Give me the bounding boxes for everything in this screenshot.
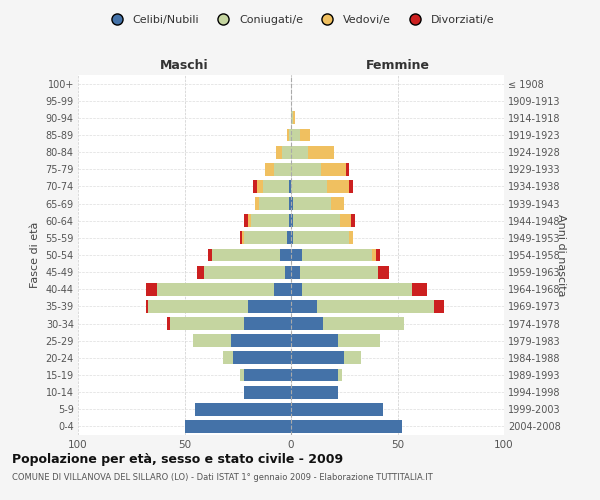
- Bar: [195, 403, 291, 415]
- Bar: [291, 163, 321, 175]
- Bar: [289, 128, 291, 141]
- Bar: [323, 317, 404, 330]
- Bar: [170, 317, 244, 330]
- Bar: [291, 146, 308, 158]
- Bar: [291, 368, 338, 382]
- Bar: [167, 317, 170, 330]
- Bar: [193, 334, 232, 347]
- Text: Popolazione per età, sesso e stato civile - 2009: Popolazione per età, sesso e stato civil…: [12, 452, 343, 466]
- Bar: [244, 368, 291, 382]
- Bar: [233, 352, 291, 364]
- Bar: [185, 420, 291, 433]
- Bar: [289, 197, 291, 210]
- Bar: [263, 180, 289, 193]
- Bar: [287, 232, 291, 244]
- Bar: [379, 266, 389, 278]
- Legend: Celibi/Nubili, Coniugati/e, Vedovi/e, Divorziati/e: Celibi/Nubili, Coniugati/e, Vedovi/e, Di…: [101, 10, 499, 29]
- Bar: [259, 197, 289, 210]
- Bar: [240, 232, 242, 244]
- Bar: [317, 300, 434, 313]
- Bar: [244, 232, 287, 244]
- Bar: [283, 146, 291, 158]
- Bar: [251, 214, 289, 227]
- Bar: [293, 214, 340, 227]
- Bar: [244, 317, 291, 330]
- Bar: [291, 334, 338, 347]
- Bar: [291, 112, 293, 124]
- Bar: [291, 248, 302, 262]
- Bar: [291, 352, 344, 364]
- Bar: [253, 180, 257, 193]
- Bar: [346, 163, 349, 175]
- Bar: [340, 214, 350, 227]
- Y-axis label: Anni di nascita: Anni di nascita: [556, 214, 566, 296]
- Bar: [223, 352, 233, 364]
- Bar: [412, 283, 427, 296]
- Bar: [146, 283, 157, 296]
- Bar: [291, 317, 323, 330]
- Bar: [291, 180, 327, 193]
- Text: Maschi: Maschi: [160, 58, 209, 71]
- Bar: [338, 334, 380, 347]
- Text: COMUNE DI VILLANOVA DEL SILLARO (LO) - Dati ISTAT 1° gennaio 2009 - Elaborazione: COMUNE DI VILLANOVA DEL SILLARO (LO) - D…: [12, 472, 433, 482]
- Bar: [291, 403, 383, 415]
- Bar: [293, 197, 331, 210]
- Text: Femmine: Femmine: [365, 58, 430, 71]
- Bar: [203, 266, 284, 278]
- Bar: [242, 232, 244, 244]
- Bar: [291, 386, 338, 398]
- Bar: [232, 334, 291, 347]
- Bar: [349, 232, 353, 244]
- Bar: [327, 180, 349, 193]
- Bar: [299, 266, 379, 278]
- Bar: [208, 248, 212, 262]
- Bar: [338, 368, 342, 382]
- Y-axis label: Fasce di età: Fasce di età: [30, 222, 40, 288]
- Bar: [291, 420, 402, 433]
- Bar: [148, 300, 248, 313]
- Bar: [291, 266, 299, 278]
- Bar: [289, 180, 291, 193]
- Bar: [146, 300, 148, 313]
- Bar: [244, 214, 248, 227]
- Bar: [265, 163, 274, 175]
- Bar: [372, 248, 376, 262]
- Bar: [240, 368, 244, 382]
- Bar: [321, 163, 346, 175]
- Bar: [291, 300, 317, 313]
- Bar: [299, 128, 310, 141]
- Bar: [274, 163, 291, 175]
- Bar: [349, 180, 353, 193]
- Bar: [212, 248, 280, 262]
- Bar: [248, 214, 251, 227]
- Bar: [157, 283, 274, 296]
- Bar: [331, 197, 344, 210]
- Bar: [291, 128, 299, 141]
- Bar: [287, 128, 289, 141]
- Bar: [291, 283, 302, 296]
- Bar: [244, 386, 291, 398]
- Bar: [284, 266, 291, 278]
- Bar: [291, 197, 293, 210]
- Bar: [350, 214, 355, 227]
- Bar: [248, 300, 291, 313]
- Bar: [344, 352, 361, 364]
- Bar: [291, 214, 293, 227]
- Bar: [302, 283, 412, 296]
- Bar: [274, 283, 291, 296]
- Bar: [434, 300, 445, 313]
- Bar: [255, 197, 259, 210]
- Bar: [308, 146, 334, 158]
- Bar: [293, 112, 295, 124]
- Bar: [257, 180, 263, 193]
- Bar: [291, 232, 293, 244]
- Bar: [376, 248, 380, 262]
- Bar: [276, 146, 283, 158]
- Bar: [302, 248, 372, 262]
- Bar: [280, 248, 291, 262]
- Bar: [289, 214, 291, 227]
- Bar: [293, 232, 349, 244]
- Bar: [197, 266, 203, 278]
